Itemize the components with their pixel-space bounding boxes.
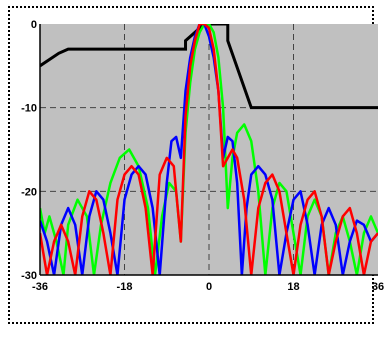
x-tick-label: -18 <box>117 281 133 293</box>
series-line-1 <box>40 24 378 275</box>
y-tick-label: -10 <box>21 103 37 115</box>
x-tick-label: 0 <box>206 281 212 293</box>
x-tick-label: 36 <box>372 281 384 293</box>
series-line-2 <box>40 24 378 275</box>
y-tick-label: 0 <box>31 19 37 31</box>
x-tick-label: 18 <box>287 281 299 293</box>
mask-line <box>40 24 378 110</box>
y-tick-label: -20 <box>21 186 37 198</box>
y-tick-label: -30 <box>21 270 37 282</box>
x-tick-label: -36 <box>32 281 48 293</box>
